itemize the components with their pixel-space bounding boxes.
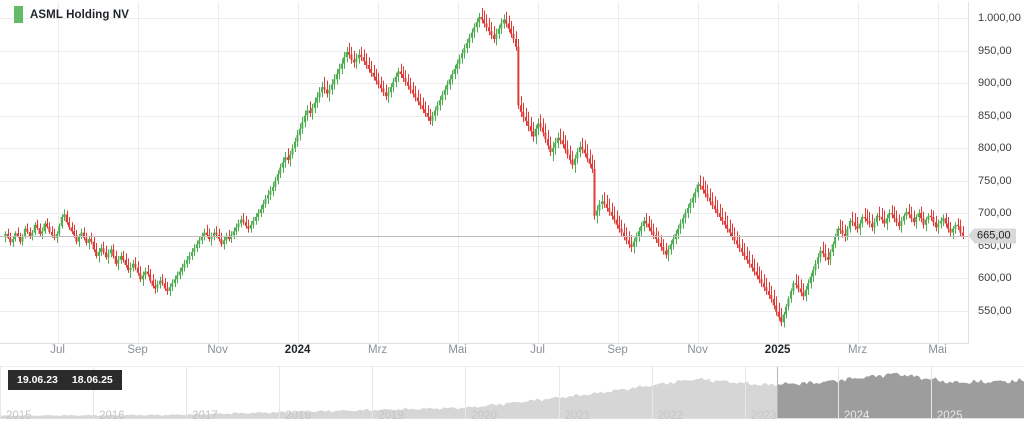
navigator-year-label: 2021 bbox=[564, 410, 591, 422]
navigator-svg[interactable] bbox=[0, 366, 1024, 425]
time-axis-label: Mrz bbox=[368, 344, 388, 356]
navigator-year-label: 2018 bbox=[285, 410, 311, 422]
navigator-year-label: 2015 bbox=[6, 410, 32, 422]
date-range-display[interactable]: 19.06.23 18.06.25 bbox=[8, 370, 122, 390]
price-axis-label: 800,00 bbox=[978, 142, 1012, 155]
navigator-year-label: 2016 bbox=[99, 410, 125, 422]
price-axis-label: 1.000,00 bbox=[978, 12, 1021, 25]
legend-series-label: ASML Holding NV bbox=[30, 8, 130, 21]
price-axis-label: 550,00 bbox=[978, 304, 1012, 317]
time-axis-label: Nov bbox=[687, 344, 708, 356]
time-axis-label: Sep bbox=[607, 344, 628, 356]
time-axis-label: Mai bbox=[448, 344, 467, 356]
time-axis-label: Sep bbox=[127, 344, 148, 356]
price-axis-label: 700,00 bbox=[978, 207, 1012, 220]
price-flag-arrow bbox=[968, 228, 974, 243]
time-axis-label: Mrz bbox=[848, 344, 868, 356]
price-plot-svg[interactable] bbox=[0, 0, 1024, 352]
current-price-flag: 665,00 bbox=[968, 228, 1016, 244]
price-axis-label: 950,00 bbox=[978, 44, 1012, 57]
price-axis-label: 850,00 bbox=[978, 109, 1012, 122]
price-chart[interactable]: ASML Holding NV 1.000,00 950,00 900,00 850,… bbox=[0, 0, 1024, 356]
navigator-year-label: 2025 bbox=[936, 410, 963, 422]
time-axis-label: Jul bbox=[50, 344, 65, 356]
price-axis-label: 900,00 bbox=[978, 77, 1012, 90]
navigator-year-label: 2019 bbox=[378, 410, 404, 422]
current-price-value: 665,00 bbox=[974, 228, 1016, 244]
navigator-year-label: 2022 bbox=[657, 410, 684, 422]
navigator-year-label: 2020 bbox=[471, 410, 498, 422]
time-axis-label: 2025 bbox=[764, 344, 791, 356]
range-to-date: 18.06.25 bbox=[71, 374, 113, 386]
range-from-date: 19.06.23 bbox=[17, 374, 58, 386]
navigator-year-label: 2023 bbox=[750, 410, 777, 422]
time-axis-label: Mai bbox=[928, 344, 947, 356]
legend-color-swatch bbox=[14, 6, 23, 23]
price-axis-label: 750,00 bbox=[978, 174, 1012, 187]
time-axis: Jul Sep Nov 2024 Mrz Mai Jul Sep Nov 2025 Mrz Mai bbox=[0, 344, 1024, 366]
price-axis-label: 600,00 bbox=[978, 272, 1012, 285]
time-axis-label: Nov bbox=[207, 344, 228, 356]
chart-legend: ASML Holding NV bbox=[14, 6, 129, 23]
navigator[interactable]: 2015 2016 2017 2018 2019 2020 2021 2022 2023 2024… bbox=[0, 366, 1024, 425]
navigator-year-label: 2024 bbox=[843, 410, 870, 422]
time-axis-label: Jul bbox=[530, 344, 545, 356]
time-axis-label: 2024 bbox=[284, 344, 311, 356]
navigator-year-label: 2017 bbox=[192, 410, 218, 422]
